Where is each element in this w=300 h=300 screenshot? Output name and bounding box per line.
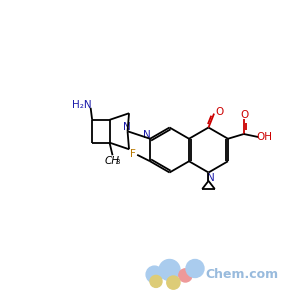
Text: N: N xyxy=(123,122,130,132)
Circle shape xyxy=(167,276,180,289)
Circle shape xyxy=(186,260,204,278)
Text: F: F xyxy=(130,148,136,159)
Text: H₂N: H₂N xyxy=(72,100,92,110)
Text: CH: CH xyxy=(105,156,120,166)
Text: N: N xyxy=(207,173,215,183)
Circle shape xyxy=(179,269,192,282)
Text: OH: OH xyxy=(257,132,273,142)
Text: O: O xyxy=(240,110,248,120)
Text: O: O xyxy=(215,107,223,117)
Text: Chem.com: Chem.com xyxy=(206,268,279,281)
Text: 3: 3 xyxy=(116,159,120,165)
Circle shape xyxy=(146,266,163,283)
Circle shape xyxy=(159,260,180,280)
Circle shape xyxy=(150,275,162,287)
Text: N: N xyxy=(142,130,150,140)
